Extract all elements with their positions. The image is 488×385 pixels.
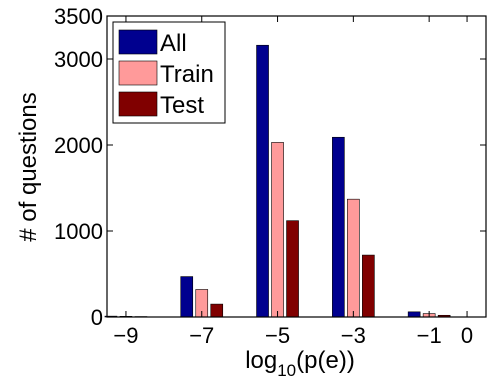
x-tick-label-2: −5	[265, 323, 290, 348]
bar-all-2	[256, 44, 269, 318]
x-tick-label-4: −1	[417, 323, 442, 348]
x-tick-label-3: −3	[341, 323, 366, 348]
y-axis-label: # of questions	[15, 92, 42, 241]
bar-test-2	[286, 220, 299, 318]
x-axis-label-main: log	[245, 347, 277, 374]
bar-all-3	[332, 136, 345, 318]
legend-label-all: All	[160, 30, 187, 57]
y-tick-label-4: 3500	[54, 4, 103, 29]
legend-swatch-train	[118, 60, 158, 86]
y-tick-label-3: 3000	[54, 47, 103, 72]
legend-swatch-all	[118, 29, 158, 55]
y-tick-label-2: 2000	[54, 133, 103, 158]
bar-test-3	[362, 254, 375, 318]
bar-train-2	[271, 142, 284, 318]
bar-test-1	[210, 303, 224, 318]
y-tick-label-1: 1000	[54, 219, 103, 244]
legend-swatch-test	[118, 91, 158, 117]
y-tick-label-0: 0	[91, 305, 103, 330]
x-axis: −9 −7 −5 −3 −1 0	[113, 16, 473, 348]
legend: All Train Test	[112, 21, 226, 124]
x-axis-label-rest: (p(e))	[296, 347, 355, 374]
x-axis-label: log10(p(e))	[245, 347, 355, 380]
bar-all-4	[407, 311, 421, 318]
x-tick-label-1: −7	[189, 323, 214, 348]
plot-frame	[106, 15, 487, 318]
x-axis-label-subscript: 10	[277, 361, 296, 380]
legend-label-train: Train	[160, 61, 214, 88]
y-axis: 0 1000 2000 3000 3500	[54, 4, 486, 330]
bar-train-3	[347, 198, 360, 318]
legend-label-test: Test	[160, 92, 204, 119]
x-tick-label-5: 0	[461, 323, 473, 348]
x-tick-label-0: −9	[113, 323, 138, 348]
bar-all-1	[180, 276, 194, 318]
